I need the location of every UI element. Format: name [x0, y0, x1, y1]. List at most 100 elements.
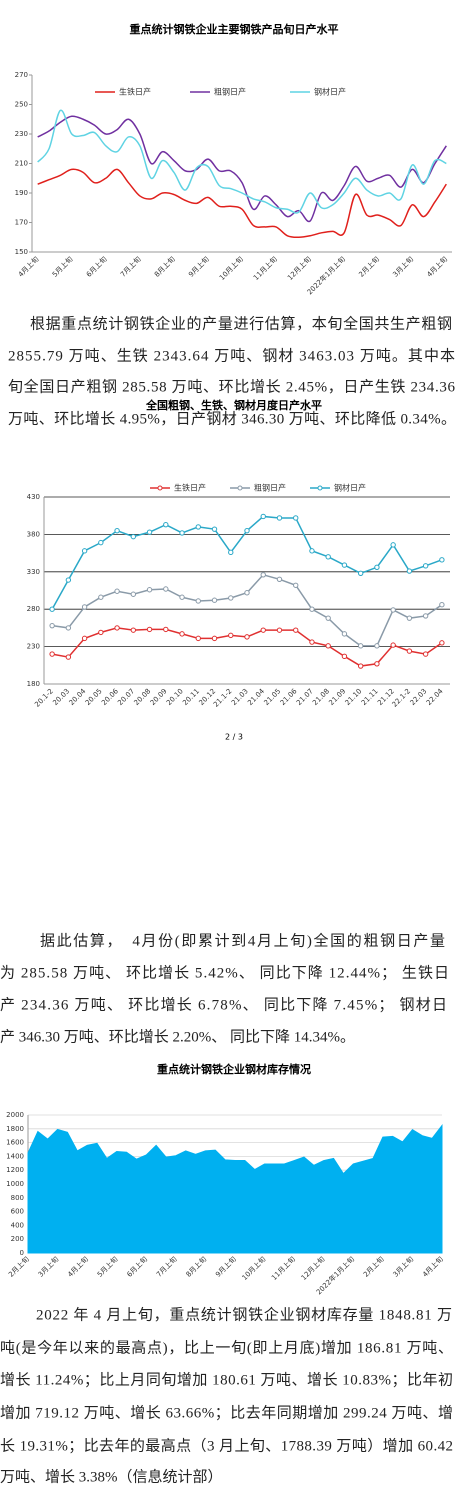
x-tick-label: 22.1-2	[391, 687, 413, 709]
x-tick-label: 12月上旬	[285, 254, 313, 282]
x-tick-label: 9月上旬	[213, 1254, 237, 1278]
page-number: 2 / 3	[225, 733, 243, 742]
paragraph-line: 据此估算， 4月份(即累计到4月上旬)全国的粗钢日产量	[40, 931, 445, 949]
point-marker	[211, 597, 218, 603]
legend-label: 钢材日产	[314, 87, 346, 97]
x-tick-label: 2月上旬	[361, 1254, 385, 1278]
legend-label: 粗钢日产	[254, 483, 286, 493]
x-tick-label: 7月上旬	[118, 254, 142, 278]
legend-marker	[237, 485, 243, 491]
paragraph-line: 万吨、环比增长 4.95%，日产钢材 346.30 万吨、环比降低 0.34%。	[8, 410, 456, 427]
legend-marker	[157, 485, 163, 491]
series-line	[37, 109, 447, 214]
point-marker	[276, 515, 283, 521]
point-marker	[309, 606, 315, 612]
y-tick-label: 150	[15, 248, 28, 256]
x-tick-label: 21.05	[262, 687, 282, 707]
point-marker	[406, 615, 413, 621]
y-tick-label: 430	[27, 493, 40, 501]
x-tick-label: 20.07	[116, 687, 136, 707]
y-tick-label: 210	[15, 160, 28, 168]
y-tick-label: 180	[27, 680, 40, 688]
x-tick-label: 9月上旬	[186, 254, 210, 278]
point-marker	[390, 607, 396, 613]
x-tick-label: 4月上旬	[66, 1254, 90, 1278]
point-marker	[49, 651, 55, 657]
point-marker	[98, 629, 104, 636]
area	[27, 1123, 443, 1254]
point-marker	[374, 564, 380, 571]
y-tick-label: 190	[15, 189, 28, 197]
point-marker	[406, 648, 413, 654]
x-tick-label: 4月上旬	[16, 254, 40, 278]
paragraph-line: 增加 719.12 万吨、增长 63.66%；比去年同期增加 299.24 万吨…	[0, 1404, 453, 1421]
x-tick-label: 20.04	[68, 687, 88, 707]
point-marker	[260, 572, 266, 578]
x-tick-label: 11月上旬	[251, 254, 279, 282]
point-marker	[114, 588, 120, 594]
point-marker	[211, 526, 218, 532]
paragraph-line: 旬全国日产粗钢 285.58 万吨、环比增长 2.45%，日产生铁 234.36	[8, 377, 456, 395]
paragraph-line: 产 234.36 万吨、 环比增长 6.78%、 同比下降 7.45%； 钢材日	[0, 996, 447, 1013]
point-marker	[260, 627, 266, 633]
y-tick-label: 1600	[6, 1139, 24, 1147]
point-marker	[293, 627, 299, 633]
point-marker	[325, 643, 331, 649]
point-marker	[422, 563, 429, 569]
x-tick-label: 6月上旬	[125, 1254, 149, 1278]
series-line	[37, 168, 447, 239]
point-marker	[422, 613, 429, 619]
x-tick-label: 2月上旬	[6, 1254, 30, 1278]
point-marker	[341, 631, 348, 637]
point-marker	[49, 622, 55, 629]
point-marker	[390, 542, 396, 548]
x-tick-label: 21.11	[360, 687, 380, 707]
chart-title: 重点统计钢铁企业主要钢铁产品旬日产水平	[130, 22, 339, 36]
x-tick-label: 4月上旬	[425, 254, 449, 278]
point-marker	[130, 533, 137, 540]
y-tick-label: 1400	[6, 1152, 24, 1160]
point-marker	[114, 527, 120, 534]
y-tick-label: 230	[27, 643, 40, 651]
y-tick-label: 800	[11, 1194, 24, 1202]
point-marker	[179, 631, 185, 637]
point-marker	[65, 577, 72, 583]
point-marker	[146, 529, 153, 535]
point-marker	[130, 627, 137, 633]
paragraph-line: 2022 年 4 月上旬，重点统计钢铁企业钢材库存量 1848.81 万	[36, 1305, 452, 1323]
point-marker	[81, 548, 88, 554]
x-tick-label: 10月上旬	[240, 1254, 268, 1282]
x-tick-label: 8月上旬	[184, 1254, 208, 1278]
x-tick-label: 22.03	[409, 687, 429, 707]
point-marker	[114, 625, 120, 631]
x-tick-label: 11月上旬	[269, 1254, 297, 1282]
point-marker	[390, 642, 396, 648]
point-marker	[195, 598, 201, 604]
point-marker	[357, 663, 364, 669]
point-marker	[163, 626, 169, 633]
x-tick-label: 7月上旬	[154, 1254, 178, 1278]
point-marker	[422, 651, 429, 657]
point-marker	[357, 570, 364, 576]
y-tick-label: 330	[27, 568, 40, 576]
point-marker	[228, 632, 234, 639]
series-line	[37, 115, 447, 223]
x-tick-label: 22.04	[425, 687, 445, 707]
x-tick-label: 21.1-2	[212, 687, 234, 709]
x-tick-label: 20.03	[51, 687, 71, 707]
x-tick-label: 20.1-2	[33, 687, 55, 709]
y-tick-label: 400	[11, 1221, 24, 1229]
point-marker	[309, 548, 315, 554]
x-tick-label: 20.09	[149, 687, 169, 707]
point-marker	[65, 625, 72, 631]
point-marker	[163, 521, 169, 528]
legend-label: 粗钢日产	[214, 87, 246, 97]
chart-title: 全国粗钢、生铁、钢材月度日产水平	[145, 398, 322, 412]
x-tick-label: 3月上旬	[36, 1254, 60, 1278]
y-tick-label: 230	[15, 130, 28, 138]
y-tick-label: 1200	[6, 1166, 24, 1174]
point-marker	[65, 654, 72, 660]
x-tick-label: 6月上旬	[84, 254, 108, 278]
x-tick-label: 8月上旬	[152, 254, 176, 278]
y-tick-label: 200	[11, 1235, 24, 1243]
